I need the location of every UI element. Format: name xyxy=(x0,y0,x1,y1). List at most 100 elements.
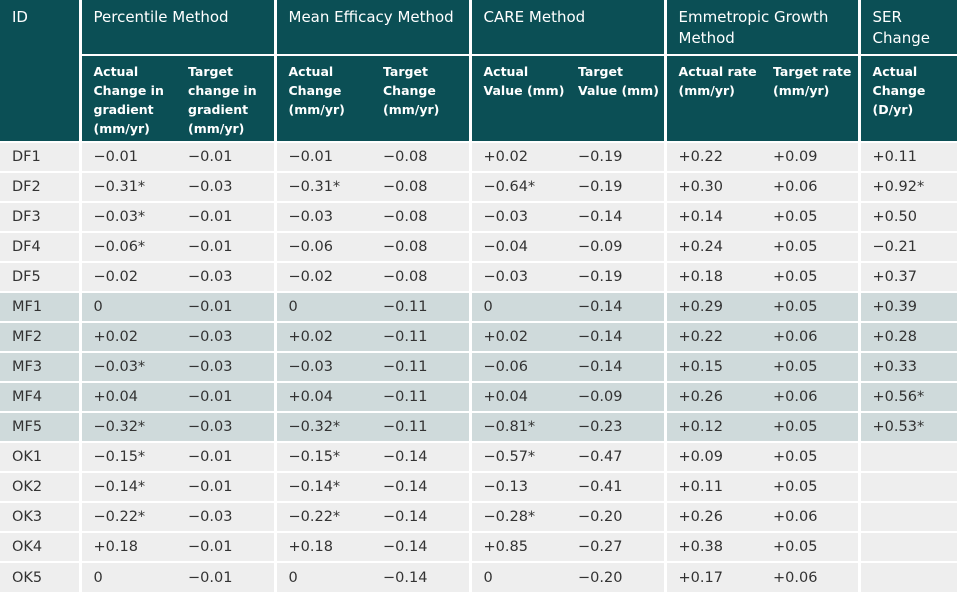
cell-id: DF3 xyxy=(12,209,41,225)
table-cell: −0.13 xyxy=(468,472,568,502)
subheader: Actual rate (mm/yr) xyxy=(663,54,764,142)
table-cell: −0.01 xyxy=(188,149,233,165)
table-row: OK5 0 −0.01 0 −0.14 0 −0.20 +0.17 +0.06 xyxy=(0,562,957,592)
cell-id: MF5 xyxy=(12,419,43,435)
table-cell: 0 xyxy=(78,562,178,592)
table-cell: +0.53* xyxy=(857,412,957,442)
cell-id: OK1 xyxy=(12,449,43,465)
table-row: MF5 −0.32* −0.03 −0.32* −0.11 −0.81* −0.… xyxy=(0,412,957,442)
table-cell: +0.26 xyxy=(663,502,764,532)
table-cell: +0.11 xyxy=(857,142,957,172)
table-cell: +0.05 xyxy=(773,539,818,555)
table-cell: −0.01 xyxy=(188,539,233,555)
table-cell: +0.24 xyxy=(663,232,764,262)
table-row: MF3 −0.03* −0.03 −0.03 −0.11 −0.06 −0.14… xyxy=(0,352,957,382)
cell-id: MF3 xyxy=(12,359,43,375)
table-row: MF1 0 −0.01 0 −0.11 0 −0.14 +0.29 +0.05 … xyxy=(0,292,957,322)
table-cell: −0.01 xyxy=(188,389,233,405)
table-row: OK4 +0.18 −0.01 +0.18 −0.14 +0.85 −0.27 … xyxy=(0,532,957,562)
table-cell: +0.06 xyxy=(773,329,818,345)
table-cell: +0.29 xyxy=(663,292,764,322)
table-cell: −0.14 xyxy=(383,479,428,495)
table-cell: −0.81* xyxy=(468,412,568,442)
table-cell: −0.14 xyxy=(578,359,623,375)
table-cell: +0.39 xyxy=(857,292,957,322)
table-cell: −0.06 xyxy=(468,352,568,382)
table-cell: −0.03 xyxy=(188,179,233,195)
table-cell: −0.03 xyxy=(468,262,568,292)
table-cell: −0.01 xyxy=(188,239,233,255)
table-cell: −0.01 xyxy=(188,569,233,586)
table-cell: −0.14 xyxy=(578,329,623,345)
table-cell: −0.64* xyxy=(468,172,568,202)
table-cell: −0.02 xyxy=(78,262,178,292)
table-cell: −0.11 xyxy=(383,299,428,315)
table-cell: 0 xyxy=(273,562,373,592)
subheader: Target rate (mm/yr) xyxy=(763,54,860,142)
table-cell: −0.19 xyxy=(578,179,623,195)
cell-id: DF1 xyxy=(12,149,41,165)
table-row: DF3 −0.03* −0.01 −0.03 −0.08 −0.03 −0.14… xyxy=(0,202,957,232)
cell-id: DF5 xyxy=(12,269,41,285)
table-cell xyxy=(857,532,957,562)
table-cell: −0.31* xyxy=(273,172,373,202)
subheader: Actual Change in gradient (mm/yr) xyxy=(78,54,178,142)
table-cell: −0.57* xyxy=(468,442,568,472)
table-cell xyxy=(857,442,957,472)
table-cell: −0.15* xyxy=(78,442,178,472)
table-cell: −0.01 xyxy=(78,142,178,172)
table-cell: −0.14* xyxy=(78,472,178,502)
header-row-subheaders: Actual Change in gradient (mm/yr) Target… xyxy=(0,54,957,142)
table-cell: +0.12 xyxy=(663,412,764,442)
table-row: OK2 −0.14* −0.01 −0.14* −0.14 −0.13 −0.4… xyxy=(0,472,957,502)
table-cell: −0.14 xyxy=(383,509,428,525)
table-cell: −0.28* xyxy=(468,502,568,532)
table-cell: −0.06* xyxy=(78,232,178,262)
table-cell: −0.11 xyxy=(383,329,428,345)
table-cell: −0.06 xyxy=(273,232,373,262)
table-cell: −0.01 xyxy=(188,479,233,495)
table-cell: +0.05 xyxy=(773,449,818,465)
table-cell: −0.32* xyxy=(273,412,373,442)
table-cell: +0.02 xyxy=(468,322,568,352)
table-row: DF5 −0.02 −0.03 −0.02 −0.08 −0.03 −0.19 … xyxy=(0,262,957,292)
table-cell: +0.04 xyxy=(273,382,373,412)
cell-id: DF4 xyxy=(12,239,41,255)
table-cell: +0.06 xyxy=(773,389,818,405)
table-cell: −0.03 xyxy=(273,202,373,232)
header-id: ID xyxy=(12,8,28,26)
table-cell: +0.02 xyxy=(273,322,373,352)
table-cell: −0.02 xyxy=(273,262,373,292)
table-cell: +0.04 xyxy=(468,382,568,412)
table-cell: +0.06 xyxy=(773,179,818,195)
table-cell: −0.03 xyxy=(188,359,233,375)
table-cell: −0.20 xyxy=(578,569,623,586)
table-row: MF2 +0.02 −0.03 +0.02 −0.11 +0.02 −0.14 … xyxy=(0,322,957,352)
cell-id: MF4 xyxy=(12,389,43,405)
table-cell: −0.03 xyxy=(188,329,233,345)
cell-id: MF2 xyxy=(12,329,43,345)
table-cell: +0.06 xyxy=(773,569,818,586)
table-cell: +0.28 xyxy=(857,322,957,352)
table-cell: −0.19 xyxy=(578,149,623,165)
cell-id: DF2 xyxy=(12,179,41,195)
table-cell: −0.19 xyxy=(578,269,623,285)
table-cell: −0.04 xyxy=(468,232,568,262)
table-cell: −0.27 xyxy=(578,539,623,555)
table-cell: +0.05 xyxy=(773,419,818,435)
table-cell: +0.05 xyxy=(773,209,818,225)
cell-id: OK4 xyxy=(12,539,43,555)
table-cell: +0.50 xyxy=(857,202,957,232)
table-row: DF4 −0.06* −0.01 −0.06 −0.08 −0.04 −0.09… xyxy=(0,232,957,262)
table-cell: −0.20 xyxy=(578,509,623,525)
cell-id: OK2 xyxy=(12,479,43,495)
table-cell: +0.09 xyxy=(773,149,818,165)
subheader: Actual Change (D/yr) xyxy=(857,54,957,142)
header-group-percentile: Percentile Method xyxy=(78,0,275,55)
cell-id: MF1 xyxy=(12,299,43,315)
table-cell: +0.05 xyxy=(773,359,818,375)
table-cell xyxy=(857,502,957,532)
table-cell: +0.06 xyxy=(773,509,818,525)
table-cell: −0.23 xyxy=(578,419,623,435)
table-row: MF4 +0.04 −0.01 +0.04 −0.11 +0.04 −0.09 … xyxy=(0,382,957,412)
